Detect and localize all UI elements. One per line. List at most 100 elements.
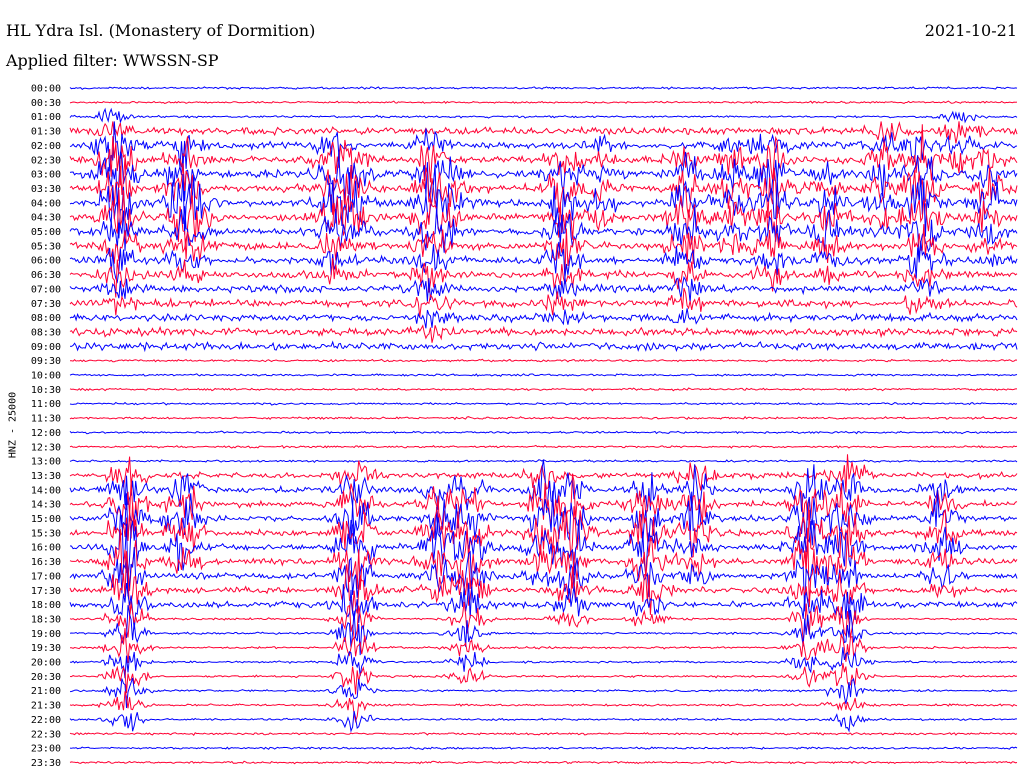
time-label: 16:00: [31, 543, 61, 554]
trace-line: [69, 444, 1018, 449]
trace-line: [69, 677, 1018, 709]
time-label: 03:30: [31, 184, 61, 195]
trace-line: [69, 605, 1018, 656]
time-label: 18:00: [31, 600, 61, 611]
time-label: 11:00: [31, 399, 61, 410]
time-label: 14:00: [31, 485, 61, 496]
trace-line: [69, 276, 1018, 303]
trace-line: [69, 628, 1018, 664]
time-label: 16:30: [31, 557, 61, 568]
time-label: 00:30: [31, 98, 61, 109]
trace-line: [69, 189, 1018, 260]
time-label: 07:30: [31, 299, 61, 310]
trace-line: [69, 224, 1018, 277]
trace-line: [69, 495, 1018, 562]
time-label: 15:30: [31, 528, 61, 539]
filter-label: Applied filter: WWSSN-SP: [6, 51, 219, 70]
time-label: 09:00: [31, 342, 61, 353]
time-label: 08:30: [31, 327, 61, 338]
trace-line: [69, 415, 1018, 421]
trace-line: [69, 151, 1018, 207]
time-label: 06:00: [31, 256, 61, 267]
time-label: 10:30: [31, 385, 61, 396]
time-label: 04:00: [31, 198, 61, 209]
time-label: 21:00: [31, 686, 61, 697]
trace-line: [69, 551, 1018, 620]
date-label: 2021-10-21: [924, 21, 1017, 40]
trace-line: [69, 527, 1018, 608]
trace-line: [69, 582, 1018, 630]
time-label: 13:00: [31, 457, 61, 468]
trace-line: [69, 287, 1018, 318]
trace-line: [69, 100, 1018, 105]
time-label: 22:30: [31, 729, 61, 740]
time-label: 22:00: [31, 715, 61, 726]
trace-line: [69, 257, 1018, 298]
trace-line: [69, 157, 1018, 219]
time-label: 19:30: [31, 643, 61, 654]
trace-line: [69, 454, 1018, 493]
time-label: 01:30: [31, 127, 61, 138]
time-label: 21:30: [31, 701, 61, 712]
time-label: 06:30: [31, 270, 61, 281]
time-label: 08:00: [31, 313, 61, 324]
time-label: 10:00: [31, 371, 61, 382]
time-label: 05:30: [31, 241, 61, 252]
channel-axis-label: HNZ - 25000: [7, 391, 19, 459]
time-label: 11:30: [31, 414, 61, 425]
trace-line: [69, 340, 1018, 353]
trace-line: [69, 308, 1018, 329]
trace-line: [69, 206, 1018, 258]
trace-line: [69, 121, 1018, 172]
time-label: 01:00: [31, 112, 61, 123]
time-label: 07:00: [31, 284, 61, 295]
trace-line: [69, 546, 1018, 612]
trace-line: [69, 691, 1018, 724]
time-label: 02:30: [31, 155, 61, 166]
trace-line: [69, 430, 1017, 435]
trace-line: [69, 401, 1018, 406]
trace-line: [69, 387, 1017, 392]
trace-line: [69, 165, 1018, 239]
trace-line: [69, 513, 1018, 582]
station-title: HL Ydra Isl. (Monastery of Dormition): [6, 21, 316, 40]
trace-line: [69, 710, 1017, 733]
time-label: 18:30: [31, 614, 61, 625]
time-label: 23:00: [31, 744, 61, 755]
time-label: 12:30: [31, 442, 61, 453]
time-label: 12:00: [31, 428, 61, 439]
trace-line: [69, 358, 1018, 363]
trace-line: [69, 732, 1018, 736]
trace-line: [69, 459, 1018, 513]
time-label: 23:30: [31, 758, 61, 769]
trace-line: [69, 489, 1018, 545]
trace-line: [69, 459, 1018, 464]
trace-line: [69, 120, 1018, 144]
time-label: 17:30: [31, 586, 61, 597]
time-label: 17:00: [31, 571, 61, 582]
trace-line: [69, 601, 1018, 642]
time-label: 05:00: [31, 227, 61, 238]
trace-line: [69, 662, 1018, 695]
time-label: 19:00: [31, 629, 61, 640]
time-label: 15:00: [31, 514, 61, 525]
trace-line: [69, 324, 1018, 343]
time-label: 14:30: [31, 500, 61, 511]
time-label: 20:30: [31, 672, 61, 683]
trace-line: [69, 473, 1018, 530]
time-label: 02:00: [31, 141, 61, 152]
trace-line: [69, 124, 1018, 186]
time-label: 04:30: [31, 213, 61, 224]
time-label: 20:00: [31, 658, 61, 669]
time-label: 13:30: [31, 471, 61, 482]
trace-line: [69, 760, 1018, 765]
time-label: 09:30: [31, 356, 61, 367]
trace-line: [69, 241, 1018, 284]
trace-line: [69, 647, 1018, 679]
trace-line: [69, 107, 1018, 125]
trace-line: [69, 86, 1018, 91]
trace-line: [69, 746, 1018, 751]
trace-line: [69, 373, 1018, 377]
time-label: 00:00: [31, 84, 61, 95]
